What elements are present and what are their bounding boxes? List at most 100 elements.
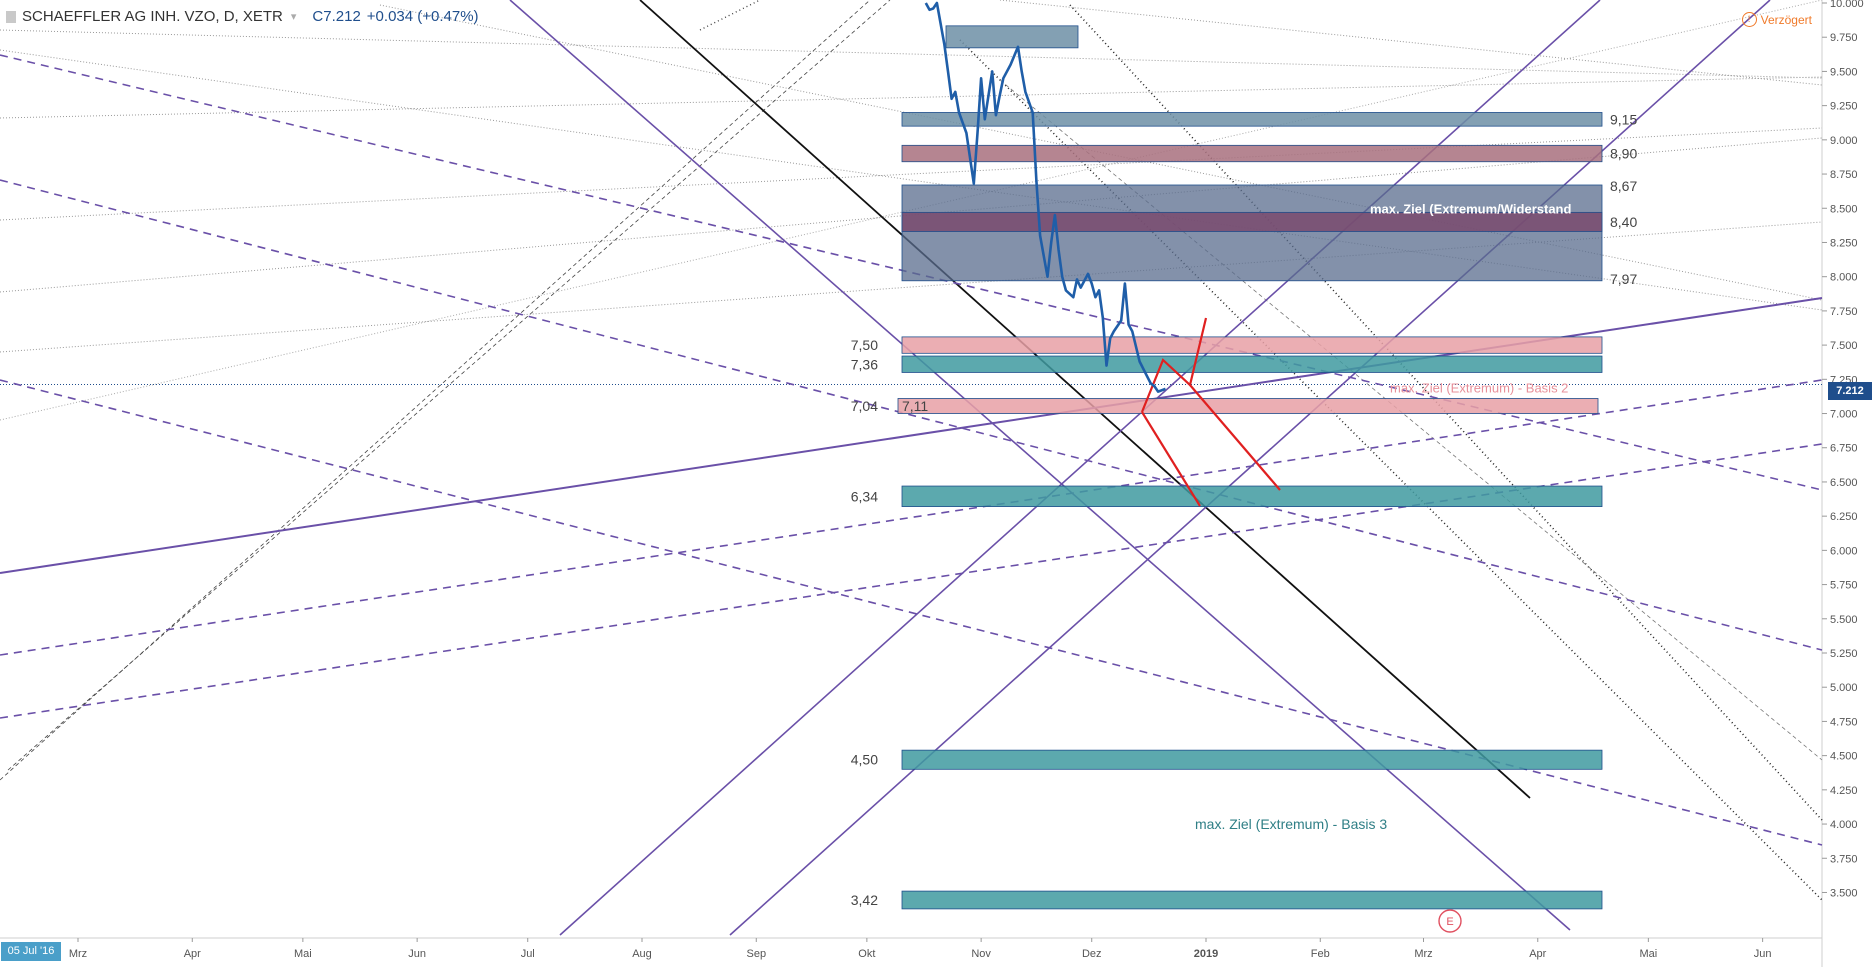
zone-price-label: 7,36: [851, 356, 878, 372]
x-tick-label: Jun: [408, 948, 426, 960]
y-tick-label: 3.750: [1830, 853, 1858, 865]
trendline-21: [0, 179, 1823, 651]
annotation-1: max. Ziel (Extremum) - Basis 2: [1390, 381, 1568, 396]
y-tick-label: 6.500: [1830, 477, 1858, 489]
annotation-2: max. Ziel (Extremum) - Basis 3: [1195, 816, 1387, 832]
delay-label: Verzögert: [1760, 12, 1812, 27]
clock-icon: !: [1741, 12, 1757, 27]
price-value: 7.212: [323, 8, 361, 25]
x-tick-label: Aug: [632, 948, 652, 960]
y-tick-label: 8.750: [1830, 169, 1858, 181]
zone-10: [901, 749, 1603, 770]
zone-11: [901, 890, 1603, 910]
zone-price-label: 8,67: [1610, 178, 1637, 194]
trendline-13: [959, 39, 1823, 901]
zone-price-label: 6,34: [851, 488, 878, 504]
y-tick-label: 9.250: [1830, 101, 1858, 113]
zone-5: [901, 336, 1603, 354]
zone-price-label: 7,11: [902, 398, 928, 414]
y-tick-label: 4.250: [1830, 785, 1858, 797]
projection-line-1: [1141, 411, 1201, 507]
price-change: +0.034 (+0.47%): [366, 8, 479, 25]
x-tick-label: Jun: [1754, 948, 1772, 960]
zone-6: [901, 355, 1603, 373]
x-tick-label: Nov: [971, 948, 991, 960]
y-tick-label: 5.000: [1830, 682, 1858, 694]
trendline-22: [0, 379, 1823, 846]
y-tick-label: 5.750: [1830, 580, 1858, 592]
x-tick-label: Jul: [521, 948, 535, 960]
y-tick-label: 3.500: [1830, 887, 1858, 899]
zone-2: [901, 184, 1603, 282]
x-tick-label: Apr: [184, 948, 201, 960]
y-tick-label: 4.750: [1830, 716, 1858, 728]
trendline-0: [0, 29, 1823, 79]
y-tick-label: 9.500: [1830, 66, 1858, 78]
x-tick-label: 2019: [1194, 948, 1218, 960]
trendline-10: [7, 0, 891, 771]
zone-price-label: 8,40: [1610, 214, 1637, 230]
y-tick-label: 6.000: [1830, 545, 1858, 557]
x-tick-label: Sep: [746, 948, 766, 960]
earnings-marker-label: E: [1446, 916, 1453, 928]
zone-9: [901, 485, 1603, 507]
zone-price-label: 7,04: [851, 398, 878, 414]
zone-price-label: 8,90: [1610, 146, 1637, 162]
price-readout: C7.212: [312, 8, 360, 25]
y-tick-label: 9.000: [1830, 135, 1858, 147]
y-tick-label: 7.000: [1830, 409, 1858, 421]
trendline-20: [0, 54, 1823, 491]
plot-area: [0, 0, 1822, 938]
x-tick-label: Feb: [1311, 948, 1330, 960]
y-tick-label: 4.500: [1830, 751, 1858, 763]
annotation-0: max. Ziel (Extremum/Widerstand: [1370, 201, 1571, 216]
trendline-12: [1069, 4, 1823, 821]
x-tick-label: Mrz: [1414, 948, 1432, 960]
zone-1: [901, 144, 1603, 163]
x-tick-label: Mai: [1639, 948, 1657, 960]
crosshair-date-label: 05 Jul '16: [1, 942, 61, 961]
trendline-1: [0, 76, 1823, 119]
y-tick-label: 4.000: [1830, 819, 1858, 831]
zone-price-label: 3,42: [851, 892, 878, 908]
x-tick-label: Dez: [1082, 948, 1102, 960]
symbol-header: SCHAEFFLER AG INH. VZO, D, XETR ▾ C7.212…: [6, 8, 479, 25]
zone-top-box: [945, 25, 1079, 49]
y-tick-label: 6.250: [1830, 511, 1858, 523]
x-tick-label: Okt: [858, 948, 875, 960]
symbol-title[interactable]: SCHAEFFLER AG INH. VZO, D, XETR: [22, 8, 283, 25]
y-tick-label: 8.000: [1830, 272, 1858, 284]
zone-price-label: 4,50: [851, 752, 878, 768]
y-tick-label: 5.250: [1830, 648, 1858, 660]
y-tick-label: 9.750: [1830, 32, 1858, 44]
chevron-down-icon[interactable]: ▾: [290, 11, 297, 23]
y-tick-label: 7.500: [1830, 340, 1858, 352]
price-series-line: [924, 1, 1166, 393]
x-tick-label: Mai: [294, 948, 312, 960]
y-tick-label: 8.250: [1830, 237, 1858, 249]
y-tick-label: 5.500: [1830, 614, 1858, 626]
delay-badge[interactable]: ! Verzögert: [1741, 12, 1812, 27]
y-tick-label: 10.000: [1830, 0, 1864, 10]
y-tick-label: 8.500: [1830, 203, 1858, 215]
x-tick-label: Mrz: [69, 948, 87, 960]
trendline-2: [0, 127, 1823, 221]
earnings-marker-icon: [1438, 909, 1462, 933]
price-prefix: C: [312, 8, 324, 25]
zone-3: [901, 211, 1603, 232]
y-tick-label: 6.750: [1830, 443, 1858, 455]
zone-price-label: 7,50: [851, 337, 878, 353]
y-tick-label: 7.750: [1830, 306, 1858, 318]
current-price-tag: 7.212: [1828, 382, 1872, 400]
zone-price-label: 7,97: [1610, 271, 1637, 287]
x-tick-label: Apr: [1529, 948, 1546, 960]
zone-price-label: 9,15: [1610, 111, 1637, 127]
trendline-17: [509, 0, 1571, 931]
trendline-9: [0, 0, 871, 781]
zone-0: [901, 112, 1603, 127]
zone-7: [897, 398, 1599, 414]
symbol-flag-icon: [6, 10, 16, 23]
projection-line-2: [1189, 384, 1281, 491]
